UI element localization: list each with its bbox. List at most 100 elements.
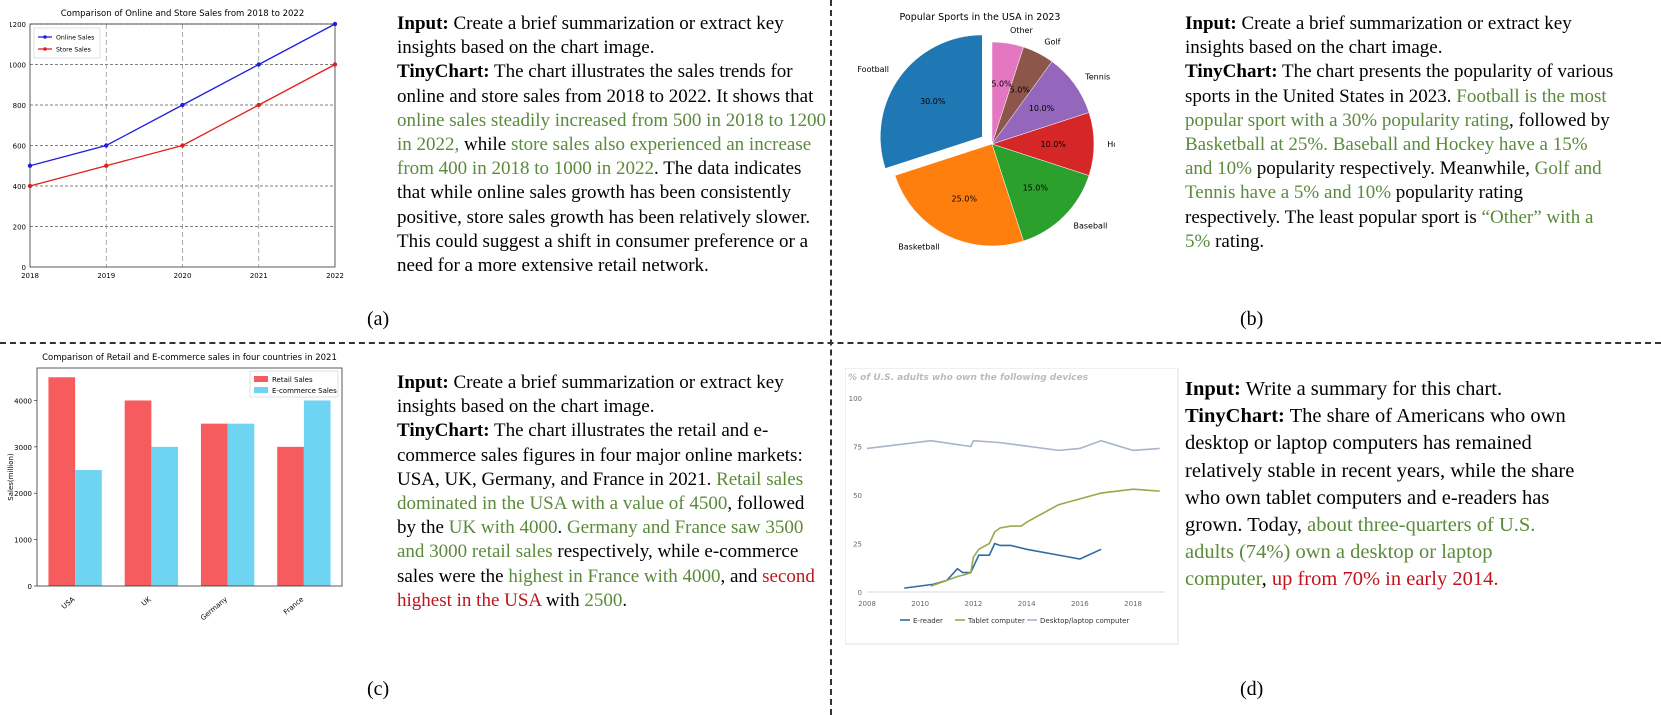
- data-point: [27, 183, 33, 189]
- x-tick-label: 2022: [326, 272, 344, 280]
- plot-frame: [36, 367, 343, 587]
- answer-segment: online sales steadily increased from 500…: [397, 109, 826, 156]
- legend-label: Online Sales: [56, 35, 94, 42]
- x-tick-label: 2018: [1124, 600, 1142, 608]
- data-point: [256, 102, 261, 108]
- data-point: [332, 21, 338, 27]
- chart-frame: [845, 368, 1179, 645]
- series-line: [930, 488, 1160, 587]
- x-tick-label: 2014: [1018, 600, 1036, 608]
- x-tick-label: 2010: [911, 600, 929, 608]
- input-label: Input:: [1185, 378, 1241, 400]
- y-tick-label: 800: [13, 102, 26, 110]
- answer-label: TinyChart:: [397, 61, 490, 83]
- chart-title: Comparison of Online and Store Sales fro…: [61, 9, 304, 19]
- answer-segment: The chart illustrates the sales trends f…: [397, 61, 814, 107]
- legend: Retail Sales E-commerce Sales: [249, 370, 339, 398]
- y-tick-label: 100: [849, 395, 862, 403]
- panel-c-description: Input: Create a brief summarization or e…: [397, 371, 822, 613]
- slice-label: Other: [1010, 26, 1033, 35]
- x-tick-label: UK: [140, 595, 153, 608]
- bar: [124, 400, 152, 586]
- x-tick-label: 2021: [250, 272, 268, 280]
- chart-a-line-chart: Comparison of Online and Store Sales fro…: [10, 9, 344, 280]
- bar: [48, 377, 76, 586]
- answer-segment: The chart presents the popularity of var…: [1185, 61, 1614, 107]
- answer-segment: “Other” with a 5%: [1185, 206, 1594, 252]
- x-tick-label: 2012: [965, 600, 983, 608]
- input-label: Input:: [1185, 13, 1237, 34]
- y-tick-label: 1000: [14, 537, 32, 545]
- legend-marker: [43, 35, 47, 39]
- legend-label: Desktop/laptop computer: [1040, 617, 1129, 625]
- y-tick-label: 600: [13, 143, 26, 151]
- series-line: [904, 542, 1102, 589]
- x-tick-label: 2020: [174, 272, 192, 280]
- answer-segment: Retail sales dominated in the USA with a…: [397, 468, 804, 515]
- answer-segment: Golf and Tennis have a 5% and 10%: [1185, 158, 1602, 204]
- answer-segment: .: [622, 589, 628, 611]
- y-tick-label: 1200: [10, 21, 26, 29]
- legend: Online Sales Store Sales: [33, 27, 101, 59]
- input-label: Input:: [397, 13, 449, 34]
- legend-swatch: [254, 387, 268, 393]
- bar: [227, 423, 255, 586]
- data-point: [256, 62, 261, 67]
- answer-segment: , followed by the: [397, 493, 805, 539]
- panel-a-description: Input: Create a brief summarization or e…: [397, 12, 827, 278]
- bar: [200, 423, 228, 586]
- slice-label: Basketball: [898, 243, 939, 252]
- y-tick-label: 0: [28, 583, 32, 591]
- slice-percent: 10.0%: [1029, 104, 1055, 113]
- answer-segment: rating.: [1210, 230, 1265, 252]
- answer-segment: Basketball at 25%. Baseball and Hockey h…: [1185, 134, 1588, 180]
- answer-label: TinyChart:: [1185, 61, 1278, 83]
- y-tick-label: 0: [22, 264, 26, 272]
- chart-title: Comparison of Retail and E-commerce sale…: [42, 353, 337, 363]
- panel-b-description: Input: Create a brief summarization or e…: [1185, 12, 1615, 254]
- x-tick-label: 2016: [1071, 600, 1089, 608]
- pie-slice: [991, 143, 1090, 242]
- y-tick-label: 400: [13, 183, 26, 191]
- data-point: [332, 62, 338, 67]
- caption-c: (c): [367, 678, 390, 700]
- answer-segment: The share of Americans who own desktop o…: [1185, 405, 1575, 537]
- slice-label: Football: [857, 65, 889, 74]
- pie-slice: [880, 34, 983, 169]
- answer-segment: about three-quarters of U.S. adults (74%…: [1185, 514, 1536, 591]
- chart-d-line-chart: % of U.S. adults who own the following d…: [845, 368, 1179, 645]
- x-tick-label: 2018: [21, 272, 39, 280]
- answer-segment: up from 70% in early 2014.: [1271, 568, 1499, 591]
- y-tick-label: 4000: [14, 397, 32, 405]
- slice-percent: 5.0%: [991, 80, 1012, 89]
- slice-percent: 10.0%: [1040, 140, 1066, 149]
- plot-frame: [29, 23, 336, 268]
- series-line: [866, 439, 1160, 452]
- legend-label: Retail Sales: [272, 376, 313, 384]
- input-text: Write a summary for this chart.: [1245, 378, 1503, 400]
- panel-d-description: Input: Write a summary for this chart. Ti…: [1185, 376, 1575, 594]
- legend-label: E-reader: [913, 617, 943, 625]
- answer-segment: The chart illustrates the retail and e-c…: [397, 420, 803, 490]
- legend-label: Store Sales: [56, 47, 91, 54]
- answer-segment: popularity respectively. Meanwhile,: [1252, 158, 1535, 180]
- slice-label: Baseball: [1074, 222, 1108, 231]
- y-tick-label: 25: [853, 541, 862, 549]
- answer-segment: .: [557, 517, 567, 539]
- legend-swatch: [254, 376, 268, 382]
- data-point: [27, 163, 33, 168]
- chart-c-bar-chart: Comparison of Retail and E-commerce sale…: [7, 353, 343, 622]
- bar: [151, 446, 179, 586]
- x-tick-label: France: [282, 595, 305, 616]
- data-point: [104, 143, 109, 148]
- answer-segment: respectively, while e-commerce sales wer…: [397, 541, 799, 587]
- answer-segment: ,: [1261, 568, 1272, 591]
- caption-b: (b): [1240, 308, 1264, 330]
- answer-segment: Football is the most popular sport with …: [1185, 85, 1607, 131]
- legend-label: E-commerce Sales: [272, 387, 337, 395]
- bar: [75, 470, 102, 586]
- input-label: Input:: [397, 372, 449, 393]
- slice-percent: 5.0%: [1010, 85, 1031, 94]
- y-tick-label: 75: [853, 444, 862, 452]
- x-tick-label: USA: [60, 595, 76, 611]
